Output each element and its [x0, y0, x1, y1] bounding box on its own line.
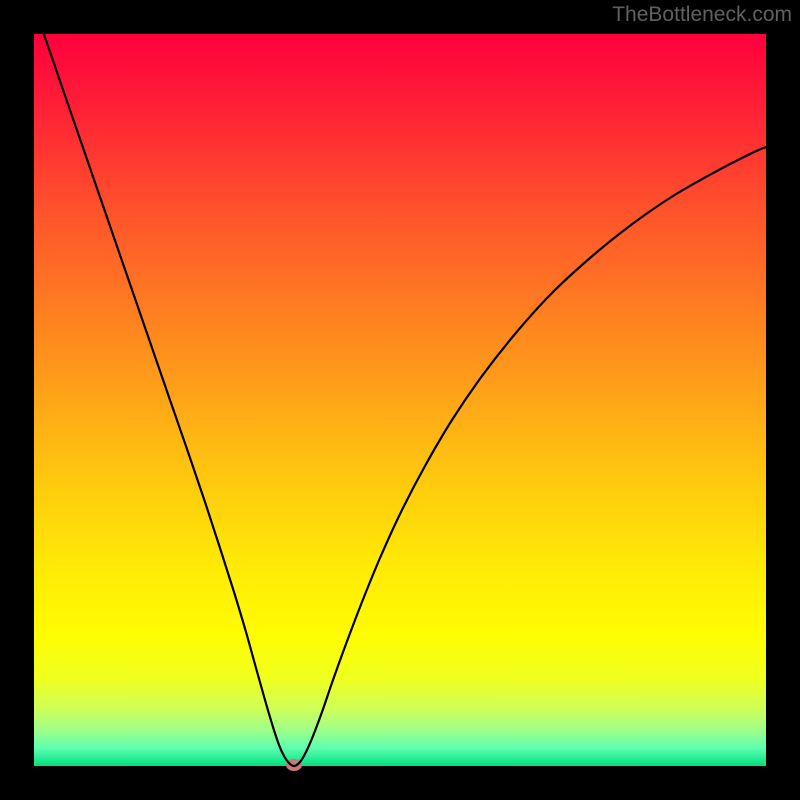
- watermark-text: TheBottleneck.com: [612, 3, 792, 27]
- chart-plot-area: [34, 34, 766, 766]
- bottleneck-chart: [0, 0, 800, 800]
- chart-container: TheBottleneck.com: [0, 0, 800, 800]
